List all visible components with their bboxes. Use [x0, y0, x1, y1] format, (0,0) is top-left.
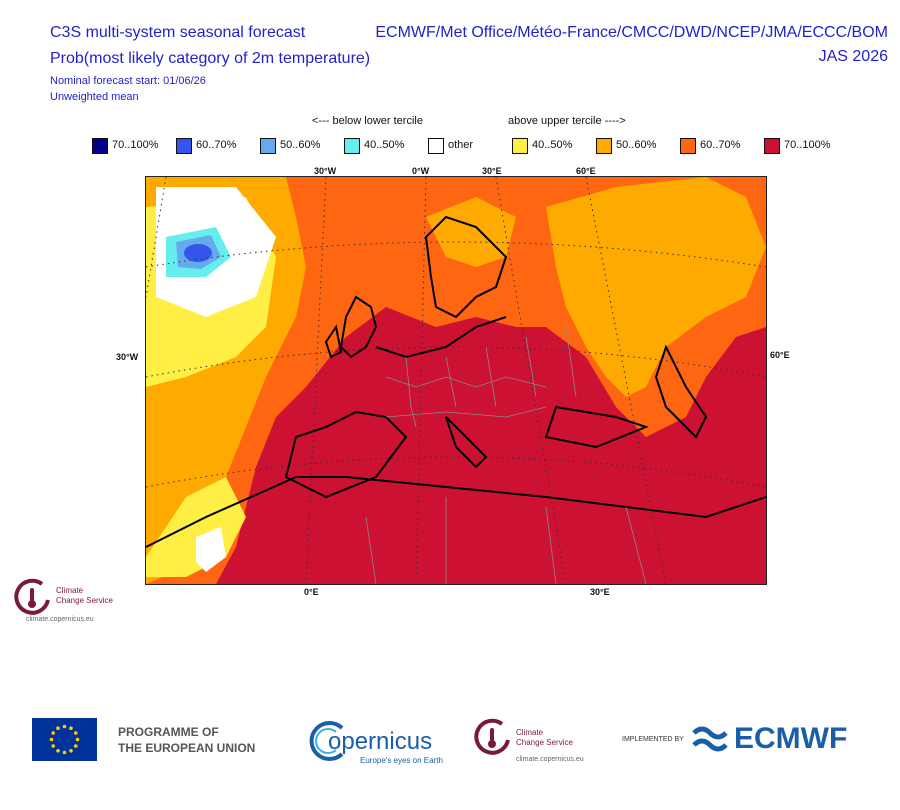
eu-programme-line2: THE EUROPEAN UNION — [118, 741, 256, 755]
c3s-emblem-icon — [14, 578, 50, 615]
map-left-label: 30°W — [116, 352, 139, 362]
c3s-footer-url: climate.copernicus.eu — [516, 756, 584, 763]
legend-swatch — [428, 138, 444, 154]
map-top-label-4: 60°E — [576, 166, 596, 176]
coastlines — [146, 215, 766, 548]
eu-star — [56, 726, 60, 730]
copernicus-tagline: Europe's eyes on Earth — [360, 756, 443, 765]
contributing-centres: ECMWF/Met Office/Météo-France/CMCC/DWD/N… — [375, 24, 888, 41]
region-50-60-scandinavia — [426, 197, 516, 267]
map-right-label: 60°E — [770, 350, 790, 360]
legend-swatch — [176, 138, 192, 154]
legend-swatch — [596, 138, 612, 154]
legend-swatch — [344, 138, 360, 154]
forecast-period: JAS 2026 — [818, 48, 888, 65]
ecmwf-wordmark: ECMWF — [734, 722, 848, 755]
c3s-footer-name-1: Climate — [516, 728, 544, 737]
eu-star — [74, 744, 78, 748]
c3s-logo-small: Climate Change Service climate.copernicu… — [12, 576, 162, 626]
eu-flag — [32, 718, 97, 761]
map-top-label-1: 30°W — [314, 166, 337, 176]
legend-swatch — [680, 138, 696, 154]
legend-label: 40..50% — [532, 139, 573, 151]
coast-scandinavia — [424, 215, 508, 319]
map-title: C3S multi-system seasonal forecast — [50, 24, 306, 41]
eu-stars-icon — [49, 724, 80, 755]
ecmwf-wave-icon — [692, 726, 728, 752]
eu-star — [62, 724, 67, 729]
region-other-africa — [196, 527, 226, 572]
legend-label: 60..70% — [196, 139, 237, 151]
map-top-label-2: 0°W — [412, 166, 430, 176]
coast-british-isles — [339, 295, 378, 359]
forecast-map — [145, 176, 767, 585]
coast-africa-north — [345, 476, 766, 519]
mean-type: Unweighted mean — [50, 91, 139, 103]
copernicus-logo: opernicus Europe's eyes on Earth — [308, 718, 448, 768]
eu-star — [69, 726, 73, 730]
eu-star — [51, 731, 55, 735]
eu-star — [49, 737, 54, 742]
eu-programme-line1: PROGRAMME OF — [118, 725, 219, 739]
legend-label: other — [448, 139, 474, 151]
legend-label: 70..100% — [112, 139, 159, 151]
legend-label: 70..100% — [784, 139, 831, 151]
legend-label: 50..60% — [616, 139, 657, 151]
c3s-footer-name-2: Change Service — [516, 738, 573, 747]
coast-ireland — [324, 324, 343, 359]
ecmwf-logo: ECMWF — [690, 722, 870, 758]
map-svg — [146, 177, 766, 584]
eu-star — [51, 744, 55, 748]
legend-swatch — [512, 138, 528, 154]
eu-star — [62, 750, 67, 755]
legend-label: 60..70% — [700, 139, 741, 151]
map-top-label-3: 30°E — [482, 166, 502, 176]
eu-star — [69, 749, 73, 753]
c3s-small-name-1: Climate — [56, 586, 84, 595]
map-bottom-label-1: 0°E — [304, 587, 319, 597]
legend-label: 50..60% — [280, 139, 321, 151]
region-50-60-russia — [546, 177, 766, 397]
coast-black-sea-turkey — [544, 405, 649, 449]
coast-caspian — [654, 344, 708, 439]
legend-label: 40..50% — [364, 139, 405, 151]
implemented-by: IMPLEMENTED BY — [622, 736, 684, 743]
c3s-footer-emblem-icon — [474, 718, 510, 755]
coast-iberia — [284, 410, 408, 499]
eu-star — [75, 737, 80, 742]
eu-star — [74, 731, 78, 735]
coast-africa-west — [146, 476, 346, 548]
map-bottom-label-2: 30°E — [590, 587, 610, 597]
map-subtitle: Prob(most likely category of 2m temperat… — [50, 50, 371, 67]
c3s-logo-footer: Climate Change Service climate.copernicu… — [472, 716, 602, 766]
graticule — [146, 177, 766, 584]
borders — [365, 326, 647, 584]
legend-swatch — [764, 138, 780, 154]
coast-italy — [445, 416, 488, 469]
copernicus-wordmark: opernicus — [328, 728, 433, 755]
legend-swatch — [260, 138, 276, 154]
legend: 70..100% 60..70% 50..60% 40..50% other 40..50… — [92, 138, 872, 158]
legend-above-label: above upper tercile ----> — [508, 115, 626, 127]
legend-below-label: <--- below lower tercile — [312, 115, 423, 127]
legend-swatch — [92, 138, 108, 154]
eu-star — [56, 749, 60, 753]
copernicus-c-icon — [309, 721, 344, 761]
forecast-start: Nominal forecast start: 01/06/26 — [50, 75, 206, 87]
coast-north-europe — [375, 316, 507, 359]
c3s-small-url: climate.copernicus.eu — [26, 616, 94, 623]
c3s-small-name-2: Change Service — [56, 596, 113, 605]
region-below-60-70 — [184, 244, 212, 262]
